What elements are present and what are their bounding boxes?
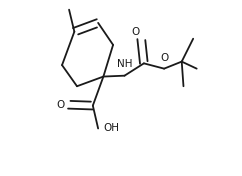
Text: OH: OH <box>103 124 119 133</box>
Text: O: O <box>132 27 140 37</box>
Text: O: O <box>56 100 64 110</box>
Text: O: O <box>160 53 168 63</box>
Text: NH: NH <box>117 59 132 69</box>
